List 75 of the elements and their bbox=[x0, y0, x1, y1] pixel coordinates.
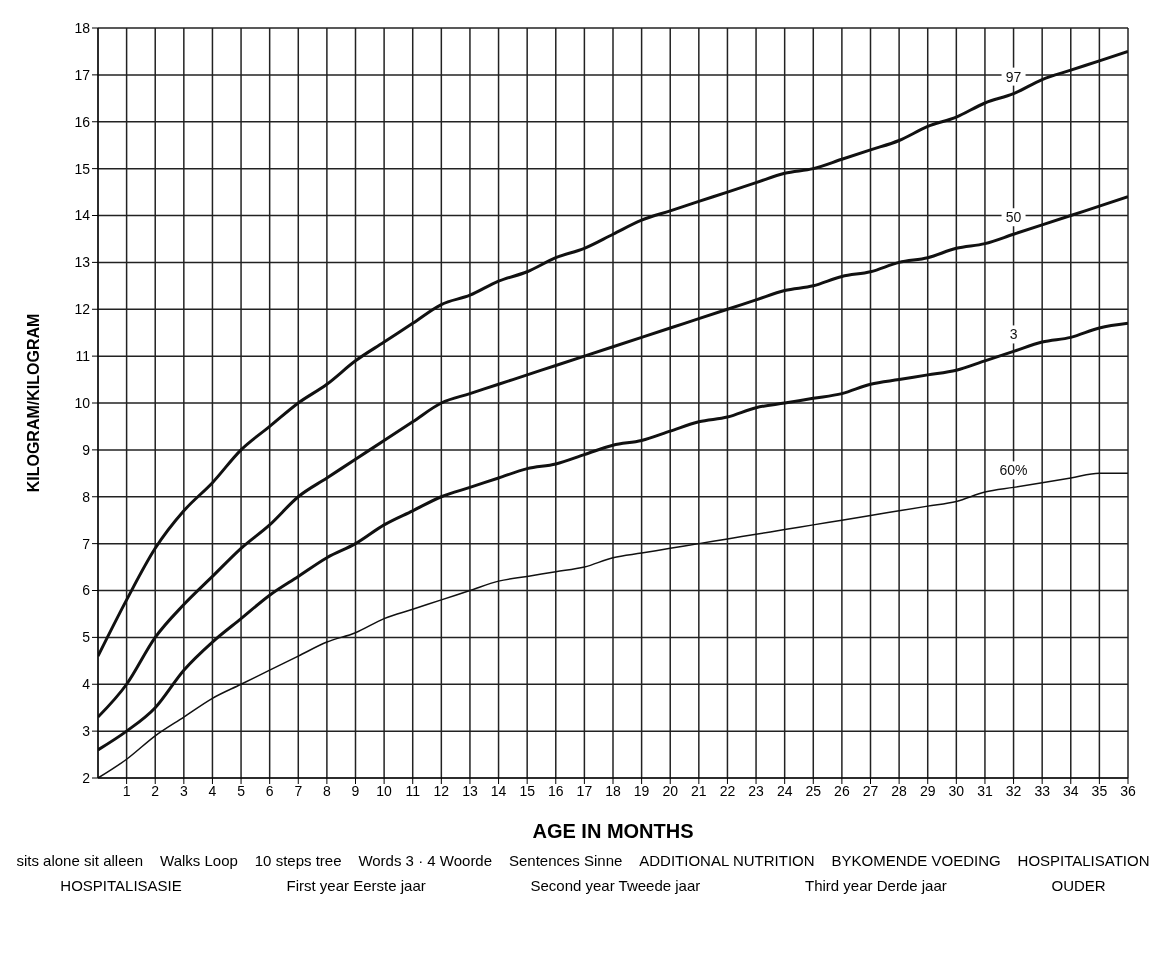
text: ADDITIONAL NUTRITION bbox=[638, 852, 816, 869]
text: HOSPITALISATION bbox=[1016, 852, 1151, 869]
x-tick-label: 1 bbox=[122, 782, 131, 799]
x-tick-label: 29 bbox=[919, 782, 936, 799]
x-tick-label: 31 bbox=[977, 782, 993, 799]
y-tick-label: 17 bbox=[74, 66, 91, 83]
y-tick-label: 16 bbox=[74, 113, 91, 130]
text: BYKOMENDE VOEDING bbox=[830, 852, 1002, 869]
x-tick-label: 18 bbox=[605, 782, 621, 799]
x-tick-label: 14 bbox=[490, 782, 507, 799]
y-tick-label: 10 bbox=[74, 394, 91, 411]
text: HOSPITALISASIE bbox=[59, 877, 183, 894]
text: OUDER bbox=[1050, 877, 1107, 894]
x-tick-label: 15 bbox=[519, 782, 536, 799]
x-tick-label: 32 bbox=[1005, 782, 1022, 799]
y-tick-label: 3 bbox=[82, 723, 91, 740]
x-tick-label: 6 bbox=[265, 782, 274, 799]
text: 10 steps tree bbox=[253, 852, 343, 869]
series-label: 97 bbox=[1005, 68, 1022, 85]
text: sits alone sit alleen bbox=[15, 852, 145, 869]
x-tick-label: 30 bbox=[948, 782, 965, 799]
text: Second year Tweede jaar bbox=[529, 877, 702, 894]
series-label: 60% bbox=[999, 462, 1028, 479]
text: Walks Loop bbox=[159, 852, 239, 869]
x-tick-label: 5 bbox=[237, 782, 246, 799]
y-tick-label: 5 bbox=[82, 629, 91, 646]
y-tick-label: 11 bbox=[75, 348, 91, 365]
y-tick-label: 13 bbox=[74, 254, 91, 271]
x-tick-label: 16 bbox=[547, 782, 564, 799]
x-axis-title: AGE IN MONTHS bbox=[532, 820, 694, 842]
y-tick-label: 8 bbox=[82, 488, 91, 505]
x-tick-label: 33 bbox=[1034, 782, 1051, 799]
x-tick-label: 2 bbox=[151, 782, 160, 799]
x-tick-label: 11 bbox=[405, 782, 421, 799]
x-tick-label: 12 bbox=[433, 782, 450, 799]
x-tick-label: 4 bbox=[208, 782, 217, 799]
line-series bbox=[98, 195, 1128, 719]
x-tick-label: 28 bbox=[891, 782, 908, 799]
text: Third year Derde jaar bbox=[804, 877, 948, 894]
text: Sentences Sinne bbox=[507, 852, 624, 869]
x-tick-label: 3 bbox=[179, 782, 188, 799]
series-label: 50 bbox=[1005, 209, 1022, 226]
x-tick-label: 34 bbox=[1062, 782, 1079, 799]
x-tick-label: 9 bbox=[351, 782, 360, 799]
x-tick-label: 36 bbox=[1120, 782, 1136, 799]
text: Words 3 · 4 Woorde bbox=[357, 852, 494, 869]
x-tick-label: 26 bbox=[834, 782, 850, 799]
y-tick-label: 15 bbox=[74, 160, 91, 177]
x-tick-label: 21 bbox=[691, 782, 707, 799]
x-tick-label: 25 bbox=[805, 782, 822, 799]
y-tick-label: 7 bbox=[82, 535, 91, 552]
y-axis-title: KILOGRAM/KILOGRAM bbox=[24, 313, 42, 493]
y-tick-label: 4 bbox=[82, 676, 91, 693]
x-tick-label: 22 bbox=[719, 782, 736, 799]
x-tick-label: 17 bbox=[576, 782, 593, 799]
x-tick-label: 8 bbox=[322, 782, 331, 799]
y-tick-label: 9 bbox=[82, 441, 91, 458]
y-tick-label: 18 bbox=[74, 19, 91, 36]
y-tick-label: 2 bbox=[82, 769, 91, 786]
y-tick-label: 12 bbox=[74, 301, 91, 318]
x-tick-label: 13 bbox=[462, 782, 478, 799]
x-tick-label: 27 bbox=[862, 782, 879, 799]
x-tick-label: 23 bbox=[748, 782, 765, 799]
series-label: 3 bbox=[1009, 326, 1018, 343]
x-tick-label: 20 bbox=[662, 782, 679, 799]
text: First year Eerste jaar bbox=[285, 877, 427, 894]
y-tick-label: 6 bbox=[82, 582, 91, 599]
x-tick-label: 10 bbox=[376, 782, 393, 799]
y-tick-label: 14 bbox=[74, 207, 91, 224]
x-tick-label: 19 bbox=[633, 782, 650, 799]
x-tick-label: 35 bbox=[1091, 782, 1108, 799]
x-tick-label: 24 bbox=[776, 782, 793, 799]
line-series bbox=[98, 49, 1128, 658]
line-series bbox=[98, 321, 1128, 752]
x-tick-label: 7 bbox=[294, 782, 303, 799]
